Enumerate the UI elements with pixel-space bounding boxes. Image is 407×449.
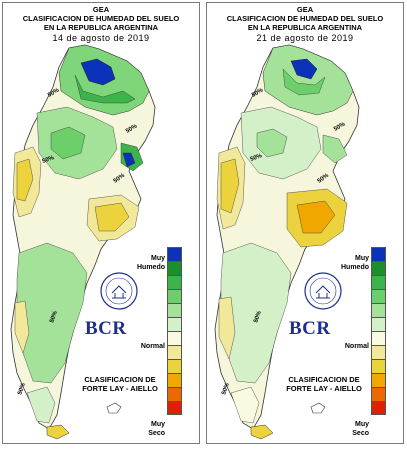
map-panel-aug21: GEA CLASIFICACION DE HUMEDAD DEL SUELO E… — [206, 2, 404, 444]
classification-line-2: FORTE LAY - AIELLO — [82, 384, 158, 393]
moist-ne-region — [322, 134, 348, 164]
malvinas-islands — [310, 402, 326, 414]
legend-swatch — [371, 289, 386, 303]
legend-swatch — [371, 261, 386, 275]
legend-swatch — [167, 289, 182, 303]
dry-west-core — [16, 158, 34, 202]
classification-line-1: CLASIFICACION DE — [84, 375, 156, 384]
contour-label: 50% — [42, 155, 56, 165]
contour-label: 50% — [250, 153, 264, 163]
moist-ring-north — [282, 68, 326, 96]
legend-label-muy: Muy — [355, 421, 369, 428]
legend-label-humedo: Humedo — [137, 264, 165, 271]
legend-label-seco: Seco — [148, 430, 165, 437]
moist-ring-north — [74, 74, 136, 104]
color-legend — [371, 247, 386, 415]
legend-swatch — [167, 247, 182, 261]
bcr-logo-text: BCR — [85, 318, 127, 339]
dry-patagonia-band — [14, 300, 30, 354]
very-moist-north-region — [80, 58, 116, 86]
header-line-1: GEA — [92, 5, 110, 14]
legend-label-muy: Muy — [355, 255, 369, 262]
legend-swatch — [371, 331, 386, 345]
contour-label: 50% — [47, 87, 61, 99]
header-line-3: EN LA REPUBLICA ARGENTINA — [247, 23, 363, 32]
legend-label-muy: Muy — [151, 421, 165, 428]
legend-swatch — [371, 345, 386, 359]
legend-label-humedo: Humedo — [341, 264, 369, 271]
legend-swatch — [371, 373, 386, 387]
legend-swatch — [167, 359, 182, 373]
header-line-1: GEA — [296, 5, 314, 14]
tierra-del-fuego — [46, 424, 70, 440]
legend-swatch — [167, 261, 182, 275]
dry-west-core — [220, 158, 240, 214]
dry-central-core — [296, 200, 336, 234]
legend-label-muy: Muy — [151, 255, 165, 262]
legend-swatch — [371, 359, 386, 373]
legend-swatch — [167, 303, 182, 317]
legend-swatch — [167, 317, 182, 331]
legend-label-normal: Normal — [344, 343, 369, 350]
moist-south-region — [26, 386, 56, 424]
classification-line-1: CLASIFICACION DE — [288, 375, 360, 384]
contour-label: 50% — [17, 382, 27, 396]
legend-label-seco: Seco — [352, 430, 369, 437]
very-moist-ne-spot — [122, 152, 136, 168]
classification-line-2: FORTE LAY - AIELLO — [286, 384, 362, 393]
moist-south-region — [230, 386, 260, 424]
moist-central-core — [50, 126, 86, 160]
contour-label: 50% — [251, 87, 265, 99]
header-line-2: CLASIFICACION DE HUMEDAD DEL SUELO — [22, 14, 180, 23]
map-date: 14 de agosto de 2019 — [52, 33, 150, 43]
bcr-seal-icon — [100, 272, 138, 310]
legend-swatch — [167, 373, 182, 387]
legend-swatch — [371, 275, 386, 289]
legend-swatch — [371, 387, 386, 401]
malvinas-islands — [106, 402, 122, 414]
bcr-seal-icon — [304, 272, 342, 310]
legend-swatch — [167, 331, 182, 345]
header-line-2: CLASIFICACION DE HUMEDAD DEL SUELO — [226, 14, 384, 23]
contour-label: 50% — [125, 123, 139, 135]
legend-label-normal: Normal — [140, 343, 165, 350]
legend-swatch — [371, 317, 386, 331]
legend-swatch — [167, 387, 182, 401]
legend-swatch — [371, 303, 386, 317]
map-date: 21 de agosto de 2019 — [256, 33, 354, 43]
argentina-soil-moisture-map: 50% 50% 50% 50% 50% 50% — [214, 44, 360, 440]
dry-patagonia-band — [218, 296, 236, 360]
header-line-3: EN LA REPUBLICA ARGENTINA — [43, 23, 159, 32]
map-panel-aug14: GEA CLASIFICACION DE HUMEDAD DEL SUELO E… — [2, 2, 200, 444]
contour-label: 50% — [221, 382, 231, 396]
very-moist-north-region — [290, 58, 318, 80]
legend-swatch — [371, 247, 386, 261]
contour-label: 50% — [253, 310, 263, 324]
argentina-soil-moisture-map: 50% 50% 50% 50% 50% 50% — [10, 44, 156, 440]
legend-swatch — [167, 275, 182, 289]
moist-north-region — [262, 44, 354, 116]
bcr-logo-text: BCR — [289, 318, 331, 339]
legend-swatch — [167, 345, 182, 359]
color-legend — [167, 247, 182, 415]
legend-swatch — [167, 401, 182, 415]
contour-label: 50% — [49, 310, 59, 324]
legend-swatch — [371, 401, 386, 415]
moist-central-core — [256, 128, 288, 158]
tierra-del-fuego — [250, 424, 274, 440]
contour-label: 50% — [333, 121, 347, 133]
dry-central-core — [94, 202, 130, 232]
